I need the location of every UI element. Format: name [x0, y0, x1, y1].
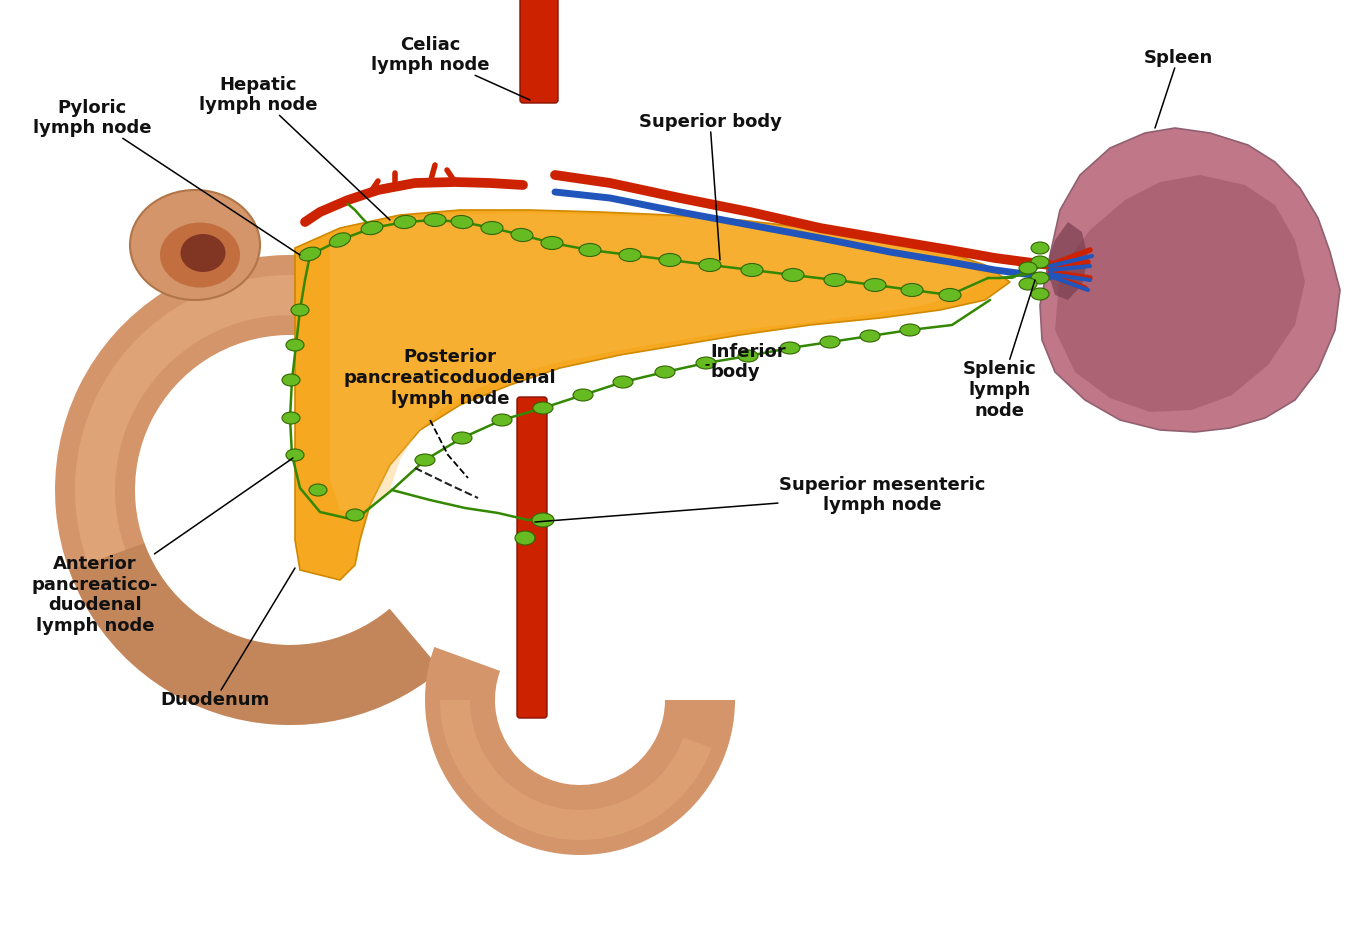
Polygon shape	[296, 210, 1010, 580]
Wedge shape	[440, 700, 711, 840]
FancyBboxPatch shape	[517, 397, 547, 718]
Ellipse shape	[900, 324, 919, 336]
Ellipse shape	[819, 336, 840, 348]
Ellipse shape	[655, 366, 675, 378]
Ellipse shape	[514, 531, 535, 545]
Ellipse shape	[940, 289, 961, 301]
Ellipse shape	[900, 283, 923, 296]
Text: Celiac
lymph node: Celiac lymph node	[371, 36, 531, 100]
Ellipse shape	[181, 234, 225, 272]
Ellipse shape	[451, 216, 472, 229]
Text: Pyloric
lymph node: Pyloric lymph node	[32, 98, 300, 255]
Ellipse shape	[329, 233, 351, 248]
Ellipse shape	[309, 484, 327, 496]
Ellipse shape	[491, 414, 512, 426]
Ellipse shape	[292, 304, 309, 316]
Ellipse shape	[360, 221, 383, 234]
Ellipse shape	[424, 214, 446, 226]
Ellipse shape	[620, 249, 641, 262]
Text: Anterior
pancreatico-
duodenal
lymph node: Anterior pancreatico- duodenal lymph nod…	[32, 458, 293, 635]
Ellipse shape	[130, 190, 261, 300]
Ellipse shape	[860, 330, 880, 342]
Ellipse shape	[300, 247, 321, 261]
Ellipse shape	[161, 222, 240, 288]
Text: Inferior
body: Inferior body	[706, 342, 786, 382]
Ellipse shape	[1031, 256, 1049, 268]
Ellipse shape	[864, 279, 886, 292]
Text: Splenic
lymph
node: Splenic lymph node	[963, 280, 1037, 420]
Ellipse shape	[1031, 288, 1049, 300]
Polygon shape	[1054, 175, 1305, 412]
Ellipse shape	[282, 412, 300, 424]
Ellipse shape	[282, 374, 300, 386]
Ellipse shape	[532, 513, 553, 527]
Ellipse shape	[286, 449, 304, 461]
Wedge shape	[69, 543, 441, 725]
Wedge shape	[76, 275, 363, 564]
Ellipse shape	[1031, 272, 1049, 284]
Ellipse shape	[780, 342, 801, 354]
Text: Hepatic
lymph node: Hepatic lymph node	[198, 76, 390, 220]
Ellipse shape	[579, 244, 601, 256]
Text: Posterior
pancreaticoduodenal
lymph node: Posterior pancreaticoduodenal lymph node	[344, 348, 556, 408]
Ellipse shape	[613, 376, 633, 388]
Ellipse shape	[782, 268, 805, 281]
Ellipse shape	[533, 402, 554, 414]
Ellipse shape	[481, 221, 504, 234]
Ellipse shape	[659, 253, 680, 266]
Text: Superior body: Superior body	[639, 113, 782, 260]
Ellipse shape	[512, 229, 533, 242]
FancyBboxPatch shape	[520, 0, 558, 103]
Ellipse shape	[741, 264, 763, 277]
Wedge shape	[55, 255, 441, 725]
Ellipse shape	[699, 259, 721, 271]
Ellipse shape	[1019, 262, 1037, 274]
Ellipse shape	[738, 350, 757, 362]
Text: Superior mesenteric
lymph node: Superior mesenteric lymph node	[535, 476, 986, 522]
Ellipse shape	[1031, 242, 1049, 254]
Polygon shape	[329, 213, 990, 510]
Ellipse shape	[414, 454, 435, 466]
Ellipse shape	[452, 432, 472, 444]
Ellipse shape	[1019, 278, 1037, 290]
Wedge shape	[425, 647, 734, 855]
Text: Spleen: Spleen	[1143, 49, 1212, 128]
Ellipse shape	[541, 236, 563, 250]
Ellipse shape	[572, 389, 593, 401]
Ellipse shape	[824, 274, 846, 286]
Ellipse shape	[394, 216, 416, 229]
Ellipse shape	[346, 509, 365, 521]
Polygon shape	[1048, 222, 1088, 300]
Polygon shape	[1040, 128, 1341, 432]
Text: Duodenum: Duodenum	[161, 568, 296, 709]
Ellipse shape	[697, 357, 716, 369]
Ellipse shape	[286, 339, 304, 351]
